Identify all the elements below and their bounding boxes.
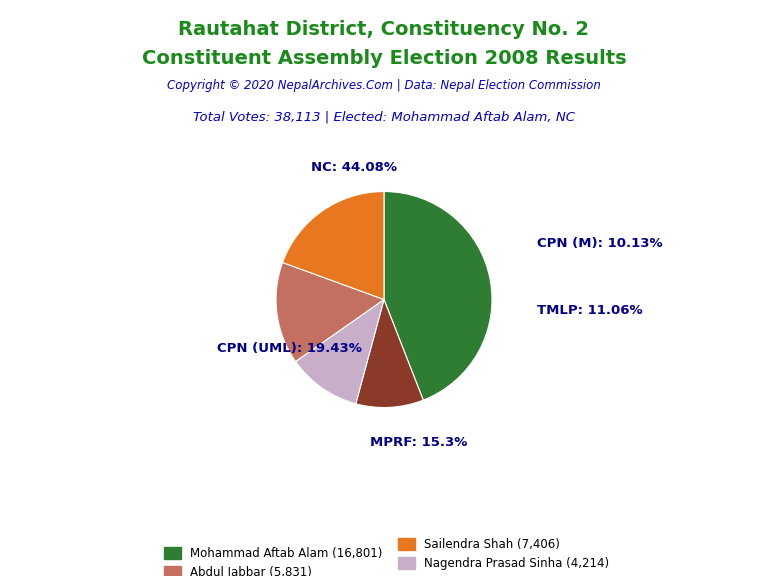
Text: TMLP: 11.06%: TMLP: 11.06%: [538, 304, 643, 317]
Wedge shape: [296, 300, 384, 404]
Text: CPN (M): 10.13%: CPN (M): 10.13%: [538, 237, 663, 250]
Text: CPN (UML): 19.43%: CPN (UML): 19.43%: [217, 342, 362, 355]
Text: Rautahat District, Constituency No. 2: Rautahat District, Constituency No. 2: [178, 20, 590, 39]
Wedge shape: [276, 263, 384, 362]
Wedge shape: [356, 300, 423, 407]
Text: Total Votes: 38,113 | Elected: Mohammad Aftab Alam, NC: Total Votes: 38,113 | Elected: Mohammad …: [193, 111, 575, 124]
Wedge shape: [283, 191, 384, 300]
Text: NC: 44.08%: NC: 44.08%: [311, 161, 397, 175]
Legend: Sailendra Shah (7,406), Nagendra Prasad Sinha (4,214): Sailendra Shah (7,406), Nagendra Prasad …: [398, 538, 609, 570]
Text: Constituent Assembly Election 2008 Results: Constituent Assembly Election 2008 Resul…: [141, 49, 627, 68]
Text: MPRF: 15.3%: MPRF: 15.3%: [370, 435, 467, 449]
Text: Copyright © 2020 NepalArchives.Com | Data: Nepal Election Commission: Copyright © 2020 NepalArchives.Com | Dat…: [167, 79, 601, 93]
Wedge shape: [384, 191, 492, 400]
